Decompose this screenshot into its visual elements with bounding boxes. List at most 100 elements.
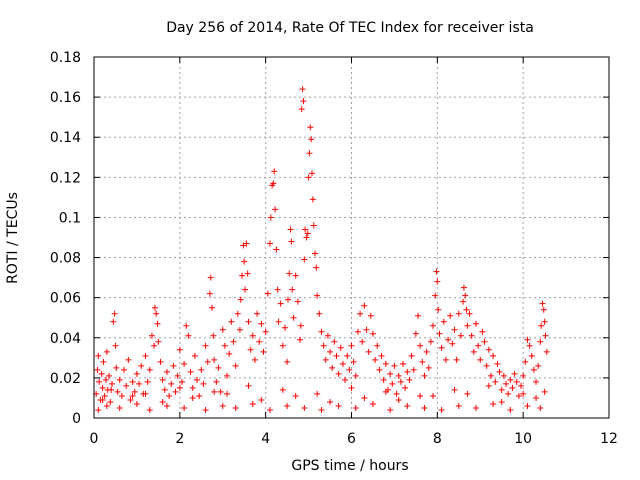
data-point: [236, 326, 243, 333]
data-point: [526, 342, 533, 349]
data-point: [395, 372, 402, 379]
data-point: [290, 314, 297, 321]
data-point: [267, 214, 274, 221]
data-point: [455, 310, 462, 317]
data-point: [181, 404, 188, 411]
data-point: [313, 264, 320, 271]
data-point: [542, 332, 549, 339]
x-tick-label: 4: [261, 431, 270, 447]
data-point: [320, 342, 327, 349]
data-point: [374, 342, 381, 349]
data-point: [133, 370, 140, 377]
data-point: [507, 406, 514, 413]
data-point: [202, 342, 209, 349]
data-point: [479, 328, 486, 335]
data-point: [294, 298, 301, 305]
data-point: [301, 404, 308, 411]
data-point: [95, 352, 102, 359]
data-point: [118, 392, 125, 399]
data-point: [380, 376, 387, 383]
data-point: [496, 368, 503, 375]
data-point: [204, 358, 211, 365]
data-point: [279, 386, 286, 393]
data-point: [520, 372, 527, 379]
data-point: [533, 394, 540, 401]
data-point: [181, 360, 188, 367]
data-point: [178, 378, 185, 385]
data-point: [292, 272, 299, 279]
data-point: [210, 332, 217, 339]
x-axis-ticks: 0 2 4 6 8 10 12: [90, 57, 618, 447]
data-point: [483, 362, 490, 369]
data-point: [455, 402, 462, 409]
data-point: [299, 86, 306, 93]
data-point: [133, 400, 140, 407]
data-point: [513, 378, 520, 385]
data-point: [226, 350, 233, 357]
data-point: [316, 310, 323, 317]
x-tick-label: 0: [90, 431, 99, 447]
data-point: [240, 242, 247, 249]
data-point: [310, 222, 317, 229]
data-point: [302, 226, 309, 233]
data-point: [176, 346, 183, 353]
data-point: [298, 106, 305, 113]
data-point: [200, 380, 207, 387]
data-point: [249, 400, 256, 407]
data-point: [434, 278, 441, 285]
data-point: [518, 382, 525, 389]
data-point: [339, 360, 346, 367]
data-point: [176, 384, 183, 391]
data-point: [264, 290, 271, 297]
data-point: [507, 376, 514, 383]
y-tick-label: 0: [72, 411, 81, 427]
data-point: [142, 352, 149, 359]
data-point: [432, 292, 439, 299]
data-point: [314, 390, 321, 397]
data-point: [224, 372, 231, 379]
data-point: [256, 338, 263, 345]
data-point: [304, 230, 311, 237]
data-point: [361, 394, 368, 401]
data-point: [357, 310, 364, 317]
data-point: [376, 366, 383, 373]
data-point: [477, 356, 484, 363]
data-point: [365, 348, 372, 355]
data-point: [297, 336, 303, 343]
data-point: [369, 400, 376, 407]
data-point: [300, 98, 307, 105]
data-point: [146, 406, 153, 413]
data-point: [457, 332, 464, 339]
data-point: [472, 404, 479, 411]
data-point: [490, 400, 497, 407]
data-point: [99, 384, 106, 391]
data-point: [425, 364, 432, 371]
data-point: [387, 370, 394, 377]
data-point: [421, 404, 428, 411]
data-point: [387, 406, 394, 413]
data-point: [281, 324, 288, 331]
data-point: [393, 390, 400, 397]
y-tick-label: 0.04: [50, 331, 81, 347]
data-point: [125, 356, 132, 363]
data-points: [93, 86, 550, 413]
data-point: [412, 330, 419, 337]
data-point: [108, 386, 115, 393]
data-point: [191, 352, 198, 359]
data-point: [254, 310, 261, 317]
data-point: [348, 384, 355, 391]
y-tick-label: 0.18: [50, 50, 81, 66]
data-point: [303, 234, 310, 241]
data-point: [129, 378, 136, 385]
data-point: [318, 328, 325, 335]
data-point: [241, 258, 248, 265]
data-point: [472, 320, 479, 327]
data-point: [277, 300, 284, 307]
data-point: [142, 390, 149, 397]
data-point: [372, 356, 379, 363]
data-point: [198, 366, 205, 373]
data-point: [153, 310, 160, 317]
data-point: [415, 312, 422, 319]
